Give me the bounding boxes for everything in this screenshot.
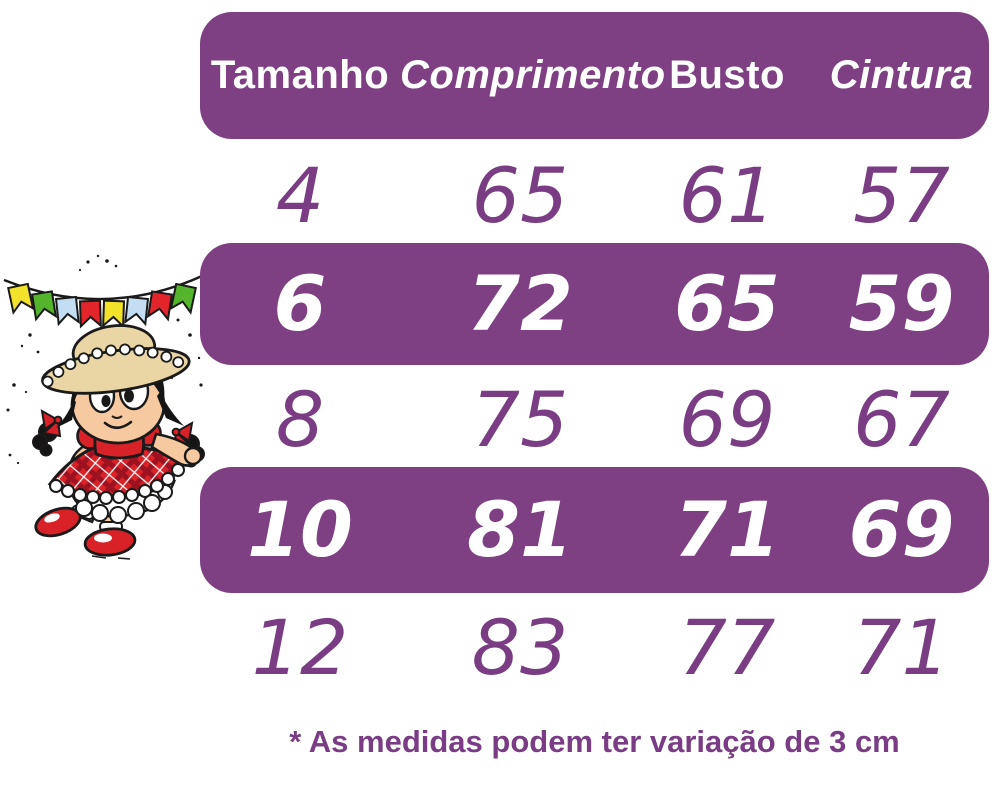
- cell-comprimento: 72: [467, 259, 573, 348]
- cell-cintura: 67: [853, 375, 950, 464]
- cell-comprimento: 81: [467, 485, 573, 574]
- cell-busto: 77: [678, 603, 776, 692]
- cell-cintura: 69: [848, 485, 955, 574]
- table-header-row: Tamanho Comprimento Busto Cintura: [200, 12, 989, 139]
- cell-comprimento: 83: [471, 603, 569, 692]
- measurement-variation-footnote: * As medidas podem ter variação de 3 cm: [289, 724, 900, 759]
- cell-busto: 61: [678, 151, 776, 240]
- size-table: Tamanho Comprimento Busto Cintura 4 65 6…: [200, 0, 989, 786]
- cell-comprimento: 65: [471, 151, 569, 240]
- cell-tamanho: 6: [273, 259, 327, 348]
- cell-cintura: 57: [853, 151, 950, 240]
- table-row-size-6-highlighted: 6 72 65 59: [200, 243, 989, 365]
- skirt: [47, 444, 189, 505]
- mascot-illustration: [3, 254, 205, 560]
- right-arm: [150, 432, 203, 467]
- cell-tamanho: 12: [251, 603, 349, 692]
- table-row-size-12: 12 83 77 71: [200, 602, 989, 694]
- table-row-size-4: 4 65 61 57: [200, 150, 989, 242]
- column-header-comprimento: Comprimento: [400, 53, 666, 97]
- cell-cintura: 71: [853, 603, 950, 692]
- bunting-flag: [170, 282, 197, 314]
- nose: [111, 415, 123, 419]
- cell-busto: 71: [674, 485, 780, 574]
- bunting-flag: [79, 299, 102, 328]
- bunting-flag: [102, 299, 125, 328]
- cell-tamanho: 10: [247, 485, 353, 574]
- table-row-size-10-highlighted: 10 81 71 69: [200, 467, 989, 593]
- shoe: [34, 506, 137, 557]
- cell-busto: 69: [678, 375, 776, 464]
- table-row-size-8: 8 75 69 67: [200, 374, 989, 466]
- hand: [183, 446, 203, 466]
- cell-cintura: 59: [848, 259, 955, 348]
- mouth: [103, 420, 133, 430]
- column-header-cintura: Cintura: [829, 53, 974, 97]
- bunting-flag: [124, 295, 149, 325]
- straw-hat: [41, 324, 191, 395]
- hat-lace: [41, 343, 185, 388]
- cell-tamanho: 8: [275, 375, 325, 464]
- column-header-tamanho: Tamanho: [210, 53, 390, 97]
- skirt-lace: [49, 463, 185, 505]
- bunting-banner: [3, 274, 203, 328]
- cell-comprimento: 75: [471, 375, 569, 464]
- bunting-flag: [31, 290, 57, 321]
- bunting-flag: [7, 282, 34, 314]
- bunting-flag: [55, 295, 80, 325]
- cell-tamanho: 4: [275, 151, 325, 240]
- bunting-flag: [147, 290, 173, 321]
- column-header-busto: Busto: [669, 53, 785, 97]
- cell-busto: 65: [674, 259, 780, 348]
